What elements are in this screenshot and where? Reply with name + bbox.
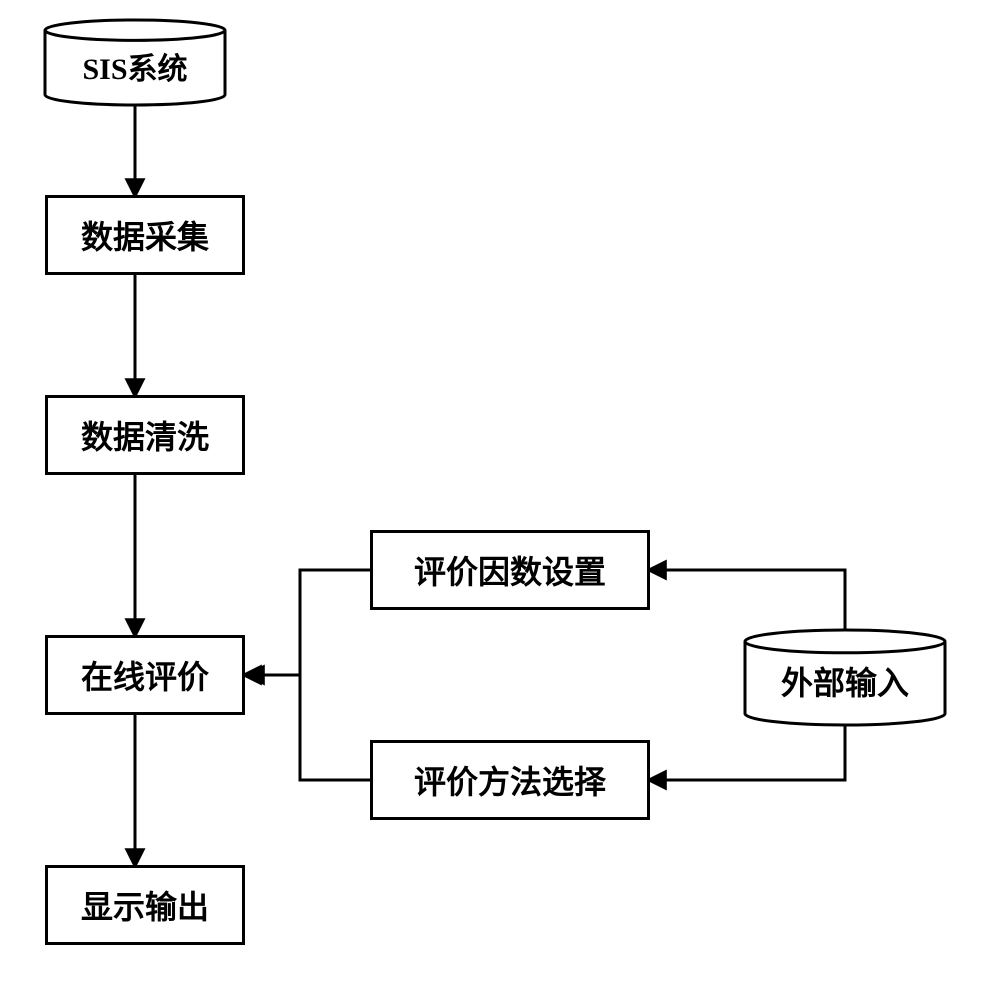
node-external-labelwrap: 外部输入 [745, 637, 945, 725]
node-sis-label: SIS系统 [82, 44, 187, 88]
node-factor-label: 评价因数设置 [414, 547, 606, 593]
node-eval-label: 在线评价 [81, 652, 209, 698]
node-clean: 数据清洗 [45, 395, 245, 475]
node-output-label: 显示输出 [81, 882, 209, 928]
node-clean-label: 数据清洗 [81, 412, 209, 458]
node-collect-label: 数据采集 [81, 212, 209, 258]
node-method: 评价方法选择 [370, 740, 650, 820]
edge-external-factor [650, 570, 845, 630]
node-eval: 在线评价 [45, 635, 245, 715]
edges-layer [0, 0, 1000, 997]
node-output: 显示输出 [45, 865, 245, 945]
flowchart-canvas: SIS系统数据采集数据清洗在线评价显示输出 评价因数设置评价方法选择 外部输入 [0, 0, 1000, 997]
edge-external-method [650, 725, 845, 780]
node-external-label: 外部输入 [781, 658, 909, 704]
edge-method-eval [248, 675, 370, 780]
node-method-label: 评价方法选择 [414, 757, 606, 803]
node-collect: 数据采集 [45, 195, 245, 275]
node-sis-labelwrap: SIS系统 [45, 26, 225, 105]
node-factor: 评价因数设置 [370, 530, 650, 610]
edge-factor-eval [245, 570, 370, 675]
